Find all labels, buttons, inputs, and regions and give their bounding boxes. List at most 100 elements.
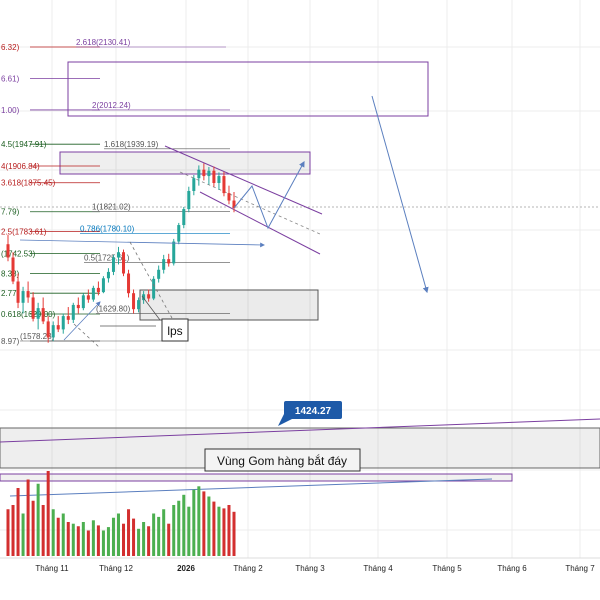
candle-body-42 (217, 176, 221, 183)
fib-left-label-5: 3.618(1875.45) (1, 179, 56, 188)
candle-body-29 (152, 278, 156, 299)
candle-body-31 (162, 259, 166, 270)
fib-left-label-3: 4.5(1947.91) (1, 140, 47, 149)
volume-bar-0 (6, 509, 10, 556)
fib-mid-label-6: (1629.80) (96, 305, 131, 314)
volume-bar-43 (222, 508, 226, 556)
price-badge-box (284, 401, 342, 419)
volume-bar-26 (137, 528, 141, 556)
x-tick-label-6: Tháng 5 (432, 564, 462, 573)
fib-left-label-1: 6.61) (1, 75, 20, 84)
target-box-top (67, 61, 429, 117)
fib-mid-label-3: 1(1821.02) (92, 203, 131, 212)
candle-body-23 (122, 252, 126, 274)
x-tick-label-4: Tháng 3 (295, 564, 325, 573)
zone-label-box (204, 448, 361, 472)
volume-bar-33 (172, 505, 176, 556)
fib-levels-layer: 6.32) 6.61) 1.00) 4.5(1947.91) 4(1906.84) 3.6… (1, 38, 230, 346)
x-tick-label-2: 2026 (177, 564, 195, 573)
candle-body-18 (96, 287, 100, 293)
lps-label: lps (167, 324, 182, 338)
volume-bar-45 (232, 511, 236, 556)
fib-mid-label-4: 0.786(1780.10) (80, 225, 135, 234)
fib-left-label-12: 8.97) (1, 337, 20, 346)
fib-left-label-11: 0.618(1629.00) (1, 310, 56, 319)
volume-bar-3 (21, 513, 25, 556)
volume-bar-8 (46, 471, 50, 556)
volume-bar-15 (81, 522, 85, 556)
volume-layer (6, 471, 236, 556)
volume-bar-16 (86, 530, 90, 556)
volume-bar-17 (91, 520, 95, 556)
channel-layer (164, 145, 323, 255)
x-tick-label-7: Tháng 6 (497, 564, 527, 573)
x-tick-label-0: Tháng 11 (35, 564, 69, 573)
volume-bar-21 (111, 517, 115, 556)
channel-upper-line (164, 145, 323, 215)
candle-body-45 (232, 200, 236, 209)
lps-label-box (161, 318, 189, 342)
volume-bar-19 (101, 530, 105, 556)
fib-left-label-10: 2.77) (1, 289, 20, 298)
candle-body-8 (46, 321, 50, 338)
volume-bar-13 (71, 523, 75, 556)
candle-body-41 (212, 170, 216, 183)
volume-bar-28 (147, 526, 151, 556)
candle-body-12 (66, 316, 70, 320)
volume-bar-4 (26, 479, 30, 556)
dashed-diag-2 (129, 241, 173, 319)
fib-left-label-0: 6.32) (1, 43, 20, 52)
volume-bar-30 (157, 516, 161, 556)
fib-mid-label-2: 1.618(1939.19) (104, 140, 159, 149)
fib-left-label-7: 2.5(1783.61) (1, 228, 47, 237)
candle-body-24 (127, 273, 131, 294)
candle-body-44 (227, 193, 231, 201)
x-tick-label-1: Tháng 12 (99, 564, 133, 573)
candle-body-30 (157, 269, 161, 279)
candle-body-0 (6, 244, 10, 258)
volume-bar-41 (212, 501, 216, 556)
fib-left-label-6: 7.79) (1, 208, 20, 217)
fib-mid-label-7: (1578.23) (20, 332, 55, 341)
projection-down-arrow (371, 95, 429, 294)
volume-bar-9 (51, 509, 55, 556)
candle-body-10 (56, 325, 60, 330)
projection-up-arrow (233, 160, 305, 230)
volume-bar-24 (127, 509, 131, 556)
fib-mid-label-0: 2.618(2130.41) (76, 38, 131, 47)
volume-bar-20 (106, 527, 110, 556)
fib-left-label-2: 1.00) (1, 106, 20, 115)
small-up-arrow (63, 301, 101, 341)
candle-body-34 (177, 225, 181, 242)
candle-body-2 (16, 281, 20, 303)
candle-body-21 (111, 257, 115, 272)
candle-body-3 (21, 291, 25, 303)
candle-body-5 (31, 297, 35, 319)
candle-body-6 (36, 308, 40, 319)
zones-layer (0, 61, 600, 497)
fib-mid-label-5: 0.5(1725.61) (84, 254, 130, 263)
fib-mid-label-1: 2(2012.24) (92, 101, 131, 110)
volume-bar-34 (177, 500, 181, 556)
volume-bar-2 (16, 488, 20, 556)
volume-bar-27 (142, 522, 146, 556)
zone-label: Vùng Gom hàng bắt đáy (217, 453, 347, 468)
volume-bar-22 (116, 513, 120, 556)
candle-body-40 (207, 170, 211, 177)
volume-bar-12 (66, 522, 70, 556)
horizontal-arrow (19, 239, 265, 248)
resistance-box (59, 151, 311, 175)
price-badge-label: 1424.27 (295, 406, 332, 417)
volume-bar-1 (11, 505, 15, 556)
volume-bar-42 (217, 506, 221, 556)
candle-body-26 (137, 300, 141, 310)
candle-body-16 (86, 295, 90, 300)
candles-layer (6, 163, 236, 343)
channel-lower-line (199, 191, 321, 255)
x-tick-label-8: Tháng 7 (565, 564, 595, 573)
candle-body-22 (116, 252, 120, 258)
channel-mid-line (179, 171, 321, 235)
candle-body-38 (197, 169, 201, 179)
